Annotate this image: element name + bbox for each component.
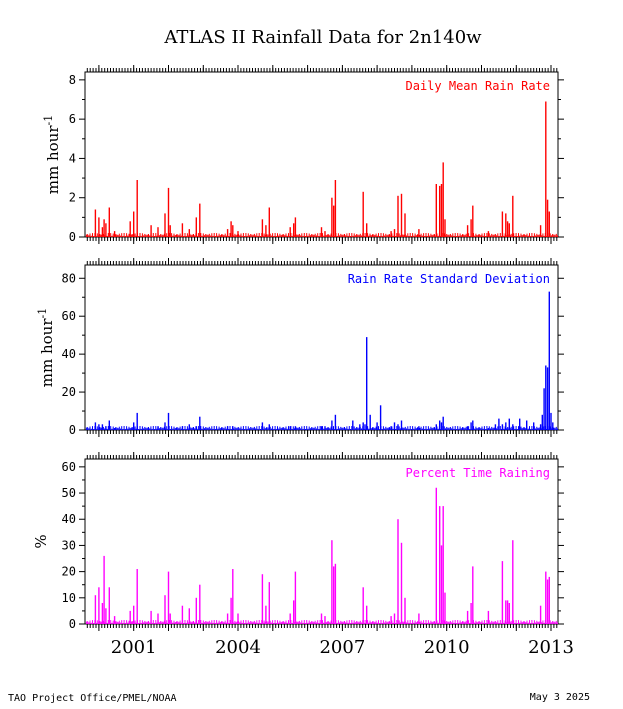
x-minor-ticks bbox=[86, 65, 558, 244]
x-tick-label: 2001 bbox=[111, 637, 157, 658]
x-tick-label: 2013 bbox=[528, 637, 574, 658]
y-tick-label: 40 bbox=[62, 347, 76, 361]
series-bars bbox=[94, 291, 554, 430]
y-tick-label: 6 bbox=[69, 112, 76, 126]
y-axis-title: % bbox=[32, 534, 50, 548]
y-tick-label: 0 bbox=[69, 230, 76, 244]
y-tick-label: 10 bbox=[62, 591, 76, 605]
y-axis: 0 2 4 6 8 bbox=[69, 73, 564, 244]
y-axis-title-text: % bbox=[32, 534, 50, 548]
y-tick-label: 50 bbox=[62, 486, 76, 500]
y-axis-title-text: mm hour bbox=[44, 125, 62, 195]
x-tick-label: 2004 bbox=[215, 637, 261, 658]
y-tick-label: 20 bbox=[62, 385, 76, 399]
panel-2: 0 20 40 60 80 mm hour-1 Rain Rate Standard Dev… bbox=[36, 258, 564, 437]
y-axis-title-text: mm hour bbox=[38, 318, 56, 388]
y-axis: 0 10 20 30 40 50 60 bbox=[62, 460, 564, 631]
plot-frame bbox=[84, 264, 559, 431]
y-tick-label: 8 bbox=[69, 73, 76, 87]
series-title: Daily Mean Rain Rate bbox=[406, 79, 551, 93]
y-tick-label: 0 bbox=[69, 617, 76, 631]
y-axis-title: mm hour-1 bbox=[42, 115, 62, 194]
y-axis-title-superscript: -1 bbox=[36, 308, 49, 319]
y-tick-label: 40 bbox=[62, 512, 76, 526]
footer-credit: TAO Project Office/PMEL/NOAA bbox=[8, 693, 177, 704]
chart-title: ATLAS II Rainfall Data for 2n140w bbox=[163, 27, 482, 48]
series-title: Rain Rate Standard Deviation bbox=[348, 272, 550, 286]
x-tick-label: 2007 bbox=[319, 637, 365, 658]
y-tick-label: 60 bbox=[62, 460, 76, 474]
y-tick-label: 2 bbox=[69, 191, 76, 205]
series-bars bbox=[94, 487, 550, 624]
panel-1: 0 2 4 6 8 mm hour-1 Daily Mean Rain Rate bbox=[42, 65, 564, 244]
x-minor-ticks bbox=[86, 258, 558, 437]
series-title: Percent Time Raining bbox=[406, 466, 551, 480]
y-tick-label: 20 bbox=[62, 565, 76, 579]
x-axis-labels: 2001 2004 2007 2010 2013 bbox=[111, 637, 574, 658]
plot-frame bbox=[84, 458, 559, 625]
y-tick-label: 80 bbox=[62, 271, 76, 285]
y-tick-label: 60 bbox=[62, 309, 76, 323]
y-axis-title-superscript: -1 bbox=[42, 115, 55, 126]
footer-date: May 3 2025 bbox=[530, 692, 590, 703]
series-bars bbox=[94, 101, 550, 237]
x-minor-ticks bbox=[86, 452, 558, 631]
x-tick-label: 2010 bbox=[424, 637, 470, 658]
panel-3: 0 10 20 30 40 50 60% Percent Time Raining bbox=[32, 452, 564, 631]
y-tick-label: 0 bbox=[69, 423, 76, 437]
y-axis-title: mm hour-1 bbox=[36, 308, 56, 387]
y-tick-label: 4 bbox=[69, 151, 76, 165]
plot-frame bbox=[84, 71, 559, 238]
y-axis: 0 20 40 60 80 bbox=[62, 271, 564, 437]
y-tick-label: 30 bbox=[62, 538, 76, 552]
